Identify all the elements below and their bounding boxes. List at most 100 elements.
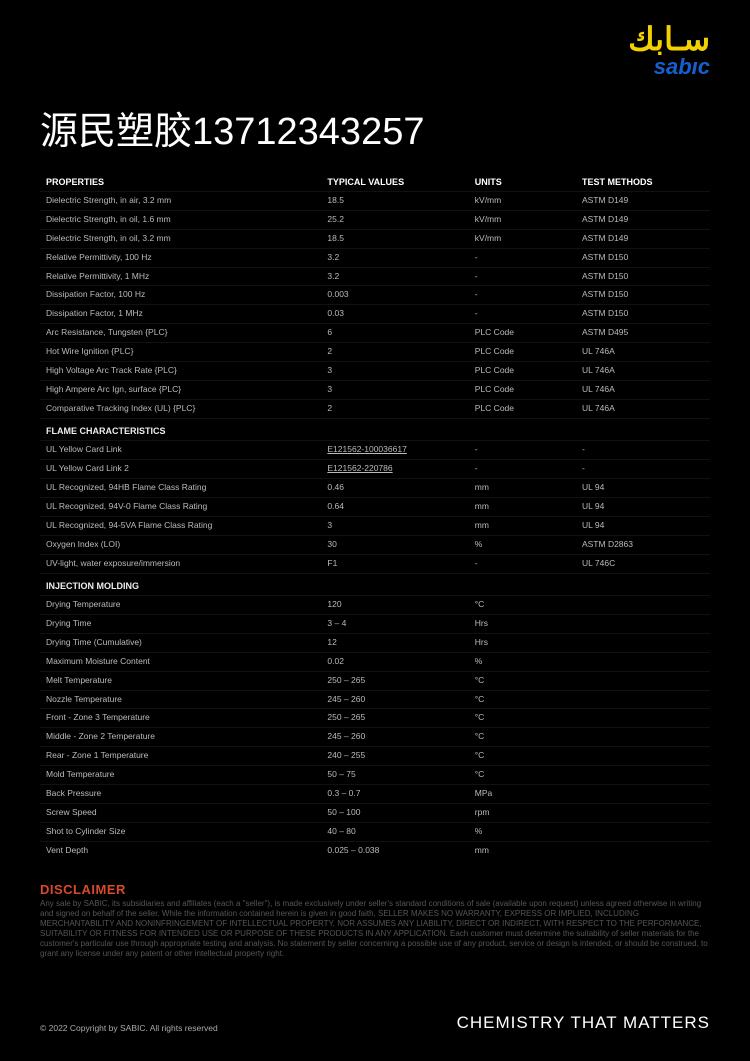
table-row: Back Pressure0.3 – 0.7MPa [40,785,710,804]
property-cell: Drying Time [40,615,321,634]
method-cell: ASTM D150 [576,267,710,286]
value-cell: 3 [321,516,468,535]
value-cell: F1 [321,554,468,573]
table-row: Front - Zone 3 Temperature250 – 265°C [40,709,710,728]
unit-cell: PLC Code [469,343,576,362]
value-cell: 250 – 265 [321,671,468,690]
method-cell: UL 746A [576,343,710,362]
value-cell: 245 – 260 [321,690,468,709]
unit-cell: °C [469,596,576,615]
unit-cell: kV/mm [469,229,576,248]
table-row: UL Recognized, 94HB Flame Class Rating0.… [40,479,710,498]
value-cell: 3.2 [321,248,468,267]
property-cell: Comparative Tracking Index (UL) {PLC} [40,399,321,418]
property-cell: Dissipation Factor, 100 Hz [40,286,321,305]
unit-cell: mm [469,497,576,516]
unit-cell: - [469,554,576,573]
value-cell: 240 – 255 [321,747,468,766]
value-cell: 3.2 [321,267,468,286]
method-cell: UL 94 [576,516,710,535]
value-cell[interactable]: E121562-100036617 [321,441,468,460]
table-row: UL Recognized, 94-5VA Flame Class Rating… [40,516,710,535]
table-row: UV-light, water exposure/immersionF1-UL … [40,554,710,573]
unit-cell: PLC Code [469,324,576,343]
value-cell: 3 [321,362,468,381]
value-cell: 2 [321,399,468,418]
table-row: FLAME CHARACTERISTICS [40,418,710,441]
property-cell: UL Yellow Card Link 2 [40,460,321,479]
brand-tagline: CHEMISTRY THAT MATTERS [457,1013,710,1033]
property-cell: Dielectric Strength, in oil, 1.6 mm [40,210,321,229]
value-cell: 6 [321,324,468,343]
value-cell: 18.5 [321,192,468,211]
method-cell [576,747,710,766]
property-cell: Back Pressure [40,785,321,804]
unit-cell: Hrs [469,615,576,634]
property-cell: Screw Speed [40,803,321,822]
unit-cell: kV/mm [469,210,576,229]
page-headline: 源民塑胶13712343257 [40,100,710,155]
table-row: Oxygen Index (LOI)30%ASTM D2863 [40,535,710,554]
unit-cell: - [469,460,576,479]
table-row: Drying Time (Cumulative)12Hrs [40,633,710,652]
property-cell: Hot Wire Ignition {PLC} [40,343,321,362]
method-cell: UL 746A [576,399,710,418]
disclaimer-title: DISCLAIMER [40,882,710,897]
page-footer: © 2022 Copyright by SABIC. All rights re… [40,1013,710,1033]
unit-cell: rpm [469,803,576,822]
method-cell: UL 94 [576,479,710,498]
method-cell: ASTM D149 [576,229,710,248]
unit-cell: % [469,535,576,554]
property-cell: UL Recognized, 94V-0 Flame Class Rating [40,497,321,516]
method-cell: ASTM D150 [576,248,710,267]
method-cell: ASTM D149 [576,210,710,229]
method-cell: ASTM D150 [576,286,710,305]
property-cell: UL Yellow Card Link [40,441,321,460]
unit-cell: °C [469,728,576,747]
value-cell: 0.003 [321,286,468,305]
value-cell: 0.3 – 0.7 [321,785,468,804]
unit-cell: °C [469,671,576,690]
table-row: Dissipation Factor, 100 Hz0.003-ASTM D15… [40,286,710,305]
col-methods: TEST METHODS [576,173,710,192]
property-cell: Vent Depth [40,841,321,859]
unit-cell: °C [469,747,576,766]
method-cell [576,709,710,728]
method-cell [576,822,710,841]
value-cell: 18.5 [321,229,468,248]
unit-cell: mm [469,516,576,535]
table-header-row: PROPERTIES TYPICAL VALUES UNITS TEST MET… [40,173,710,192]
value-cell[interactable]: E121562-220786 [321,460,468,479]
table-row: Rear - Zone 1 Temperature240 – 255°C [40,747,710,766]
property-cell: Middle - Zone 2 Temperature [40,728,321,747]
method-cell [576,766,710,785]
property-cell: Rear - Zone 1 Temperature [40,747,321,766]
unit-cell: MPa [469,785,576,804]
method-cell: ASTM D150 [576,305,710,324]
table-row: Vent Depth0.025 – 0.038mm [40,841,710,859]
property-cell: High Ampere Arc Ign, surface {PLC} [40,380,321,399]
method-cell [576,785,710,804]
property-cell: UV-light, water exposure/immersion [40,554,321,573]
method-cell [576,615,710,634]
table-row: Hot Wire Ignition {PLC}2PLC CodeUL 746A [40,343,710,362]
unit-cell: °C [469,709,576,728]
table-row: Mold Temperature50 – 75°C [40,766,710,785]
table-row: Nozzle Temperature245 – 260°C [40,690,710,709]
property-cell: Shot to Cylinder Size [40,822,321,841]
method-cell: ASTM D2863 [576,535,710,554]
method-cell [576,596,710,615]
value-cell: 50 – 100 [321,803,468,822]
logo-arabic: سـابك [628,25,710,54]
table-row: Dissipation Factor, 1 MHz0.03-ASTM D150 [40,305,710,324]
table-row: Maximum Moisture Content0.02% [40,652,710,671]
property-cell: Relative Permittivity, 1 MHz [40,267,321,286]
unit-cell: °C [469,766,576,785]
method-cell [576,671,710,690]
property-cell: High Voltage Arc Track Rate {PLC} [40,362,321,381]
method-cell [576,690,710,709]
logo-latin: sabıc [628,54,710,80]
method-cell [576,652,710,671]
property-cell: Maximum Moisture Content [40,652,321,671]
unit-cell: - [469,305,576,324]
